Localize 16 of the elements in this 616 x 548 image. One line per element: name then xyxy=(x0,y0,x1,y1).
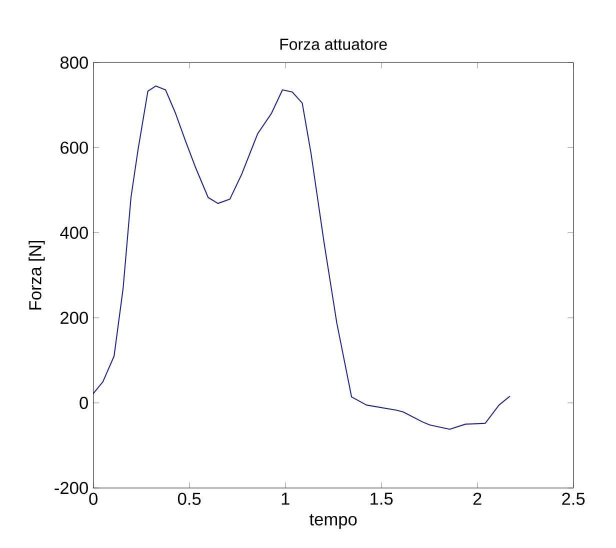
y-axis-title: Forza [N] xyxy=(28,240,45,310)
x-tick-label: 2 xyxy=(473,492,482,505)
y-tick-label: 0 xyxy=(80,396,88,410)
y-tick-label: 200 xyxy=(60,312,88,324)
x-tick-label: 0.5 xyxy=(178,492,201,505)
y-tick-label: 800 xyxy=(60,56,88,69)
x-tick-label: 1.5 xyxy=(370,492,393,505)
line-series xyxy=(93,86,511,430)
y-tick-label: 600 xyxy=(60,142,88,154)
x-tick-label: 0 xyxy=(89,492,98,505)
chart-title: Forza attuatore xyxy=(280,38,387,50)
x-tick-label: 1 xyxy=(282,492,290,505)
x-tick-label: 2.5 xyxy=(562,492,585,505)
y-tick-label: -200 xyxy=(54,482,88,494)
y-tick-label: 400 xyxy=(60,226,88,239)
x-axis-title: tempo xyxy=(310,514,357,529)
